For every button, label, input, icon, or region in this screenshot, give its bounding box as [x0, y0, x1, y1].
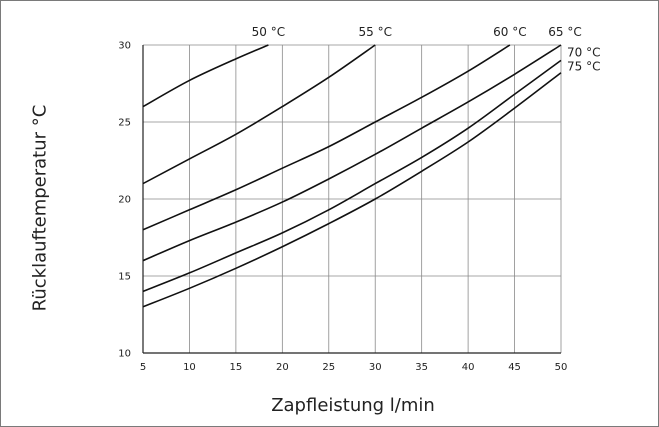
series-label: 55 °C: [358, 25, 391, 39]
series-labels: 50 °C 55 °C 60 °C 65 °C 70 °C75 °C: [252, 25, 601, 73]
x-tick-label: 10: [183, 362, 196, 373]
y-tick-label: 30: [118, 41, 131, 52]
tick-labels: 5 10 15 20 25 30 35 40 45 50 10 15 20 25 30: [118, 41, 567, 374]
x-tick-label: 20: [276, 362, 289, 373]
y-tick-label: 25: [118, 118, 131, 129]
y-tick-label: 10: [118, 349, 131, 360]
series-line: [143, 44, 562, 262]
series-line: [143, 44, 269, 108]
y-axis-label: Rücklauftemperatur °C: [29, 104, 51, 312]
series-label: 60 °C: [493, 25, 526, 39]
series-label: 50 °C: [252, 25, 285, 39]
x-tick-label: 40: [462, 362, 475, 373]
series-line: [143, 44, 376, 185]
series-line: [143, 44, 511, 231]
series-label: 70 °C: [567, 45, 600, 59]
series-label: 65 °C: [548, 25, 581, 39]
y-tick-label: 15: [118, 272, 131, 283]
x-tick-label: 15: [230, 362, 243, 373]
series-lines: [143, 44, 562, 308]
x-tick-label: 45: [508, 362, 521, 373]
y-tick-label: 20: [118, 195, 131, 206]
x-tick-label: 5: [140, 362, 146, 373]
series-line: [143, 59, 562, 293]
axes: [142, 45, 561, 354]
x-axis-label: Zapfleistung l/min: [271, 395, 435, 416]
x-tick-label: 50: [555, 362, 568, 373]
series-line: [143, 72, 562, 308]
x-tick-label: 30: [369, 362, 382, 373]
series-label: 75 °C: [567, 59, 600, 73]
gridlines: [142, 44, 562, 354]
x-tick-label: 35: [415, 362, 428, 373]
x-tick-label: 25: [322, 362, 335, 373]
